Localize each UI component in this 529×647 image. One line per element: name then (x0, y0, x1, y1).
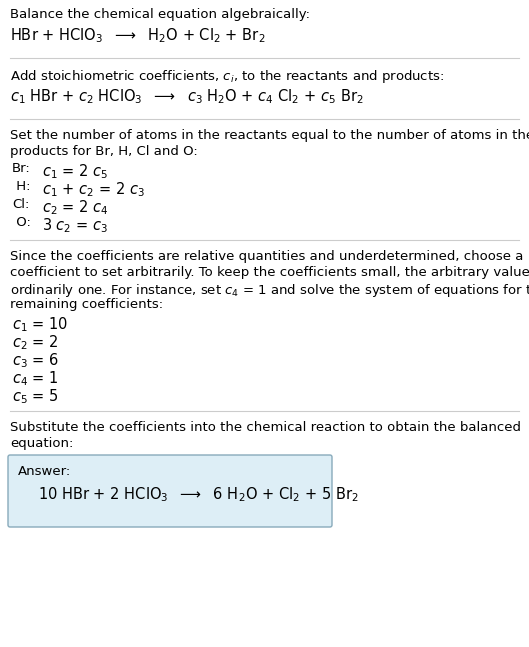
Text: $c_2$ = 2: $c_2$ = 2 (12, 333, 58, 352)
Text: equation:: equation: (10, 437, 74, 450)
Text: $c_5$ = 5: $c_5$ = 5 (12, 387, 59, 406)
Text: $c_1$ HBr + $c_2$ HClO$_3$  $\longrightarrow$  $c_3$ H$_2$O + $c_4$ Cl$_2$ + $c_: $c_1$ HBr + $c_2$ HClO$_3$ $\longrightar… (10, 87, 364, 105)
Text: HBr + HClO$_3$  $\longrightarrow$  H$_2$O + Cl$_2$ + Br$_2$: HBr + HClO$_3$ $\longrightarrow$ H$_2$O … (10, 26, 266, 45)
Text: Answer:: Answer: (18, 465, 71, 478)
Text: $c_1$ = 2 $c_5$: $c_1$ = 2 $c_5$ (42, 162, 108, 181)
Text: ordinarily one. For instance, set $c_4$ = 1 and solve the system of equations fo: ordinarily one. For instance, set $c_4$ … (10, 282, 529, 299)
Text: 10 HBr + 2 HClO$_3$  $\longrightarrow$  6 H$_2$O + Cl$_2$ + 5 Br$_2$: 10 HBr + 2 HClO$_3$ $\longrightarrow$ 6 … (38, 485, 359, 504)
Text: Br:: Br: (12, 162, 31, 175)
Text: $c_3$ = 6: $c_3$ = 6 (12, 351, 59, 369)
Text: Substitute the coefficients into the chemical reaction to obtain the balanced: Substitute the coefficients into the che… (10, 421, 521, 434)
Text: coefficient to set arbitrarily. To keep the coefficients small, the arbitrary va: coefficient to set arbitrarily. To keep … (10, 266, 529, 279)
Text: H:: H: (12, 180, 31, 193)
Text: Since the coefficients are relative quantities and underdetermined, choose a: Since the coefficients are relative quan… (10, 250, 523, 263)
Text: $c_1$ = 10: $c_1$ = 10 (12, 315, 68, 334)
Text: remaining coefficients:: remaining coefficients: (10, 298, 163, 311)
Text: Cl:: Cl: (12, 198, 30, 211)
Text: $c_1$ + $c_2$ = 2 $c_3$: $c_1$ + $c_2$ = 2 $c_3$ (42, 180, 145, 199)
Text: $c_4$ = 1: $c_4$ = 1 (12, 369, 58, 388)
Text: O:: O: (12, 216, 31, 229)
Text: Add stoichiometric coefficients, $c_i$, to the reactants and products:: Add stoichiometric coefficients, $c_i$, … (10, 68, 444, 85)
Text: Set the number of atoms in the reactants equal to the number of atoms in the: Set the number of atoms in the reactants… (10, 129, 529, 142)
Text: Balance the chemical equation algebraically:: Balance the chemical equation algebraica… (10, 8, 310, 21)
FancyBboxPatch shape (8, 455, 332, 527)
Text: products for Br, H, Cl and O:: products for Br, H, Cl and O: (10, 145, 198, 158)
Text: 3 $c_2$ = $c_3$: 3 $c_2$ = $c_3$ (42, 216, 108, 235)
Text: $c_2$ = 2 $c_4$: $c_2$ = 2 $c_4$ (42, 198, 108, 217)
